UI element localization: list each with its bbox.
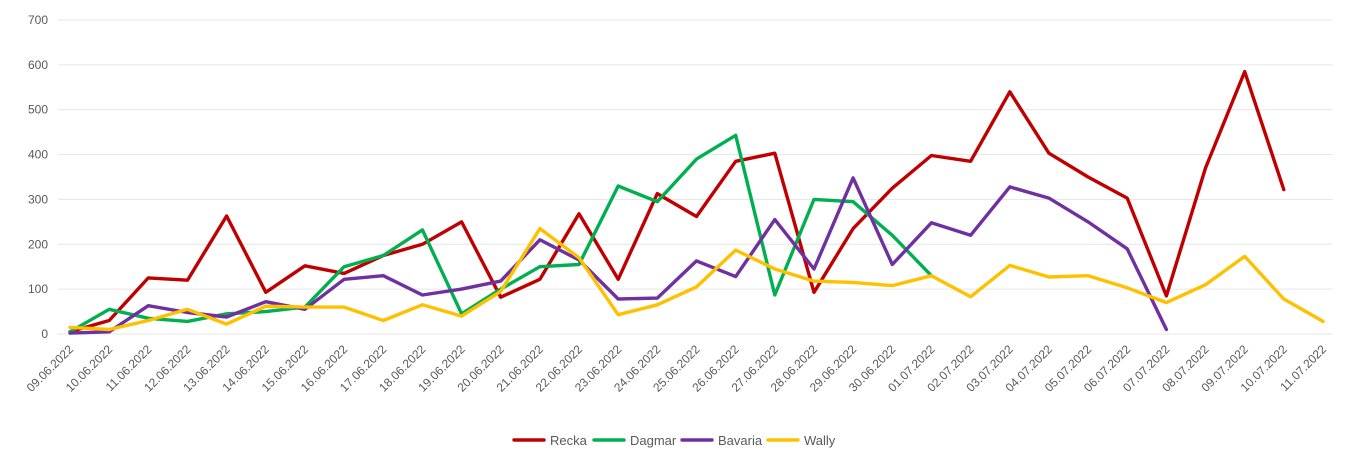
y-tick-label: 100 [28, 282, 48, 296]
y-tick-label: 200 [28, 237, 48, 251]
series-line-wally [68, 226, 1325, 332]
legend: Recka Dagmar Bavaria Wally [512, 433, 836, 448]
legend-label: Dagmar [630, 433, 677, 448]
y-tick-label: 0 [41, 327, 48, 341]
legend-item-bavaria: Bavaria [680, 433, 763, 448]
y-tick-label: 400 [28, 148, 48, 162]
series-line-recka [68, 69, 1286, 334]
y-axis-ticks: 0 100 200 300 400 500 600 700 [28, 13, 48, 341]
y-tick-label: 600 [28, 58, 48, 72]
x-axis-ticks: 09.06.202210.06.202211.06.202212.06.2022… [24, 342, 1330, 395]
series-line-bavaria [68, 176, 1169, 335]
series-line-dagmar [68, 133, 934, 334]
legend-label: Bavaria [718, 433, 763, 448]
series-lines [68, 69, 1325, 335]
legend-label: Wally [804, 433, 836, 448]
y-tick-label: 500 [28, 103, 48, 117]
legend-item-wally: Wally [766, 433, 836, 448]
y-tick-label: 700 [28, 13, 48, 27]
legend-item-recka: Recka [512, 433, 588, 448]
y-tick-label: 300 [28, 192, 48, 206]
legend-label: Recka [550, 433, 588, 448]
legend-item-dagmar: Dagmar [592, 433, 677, 448]
